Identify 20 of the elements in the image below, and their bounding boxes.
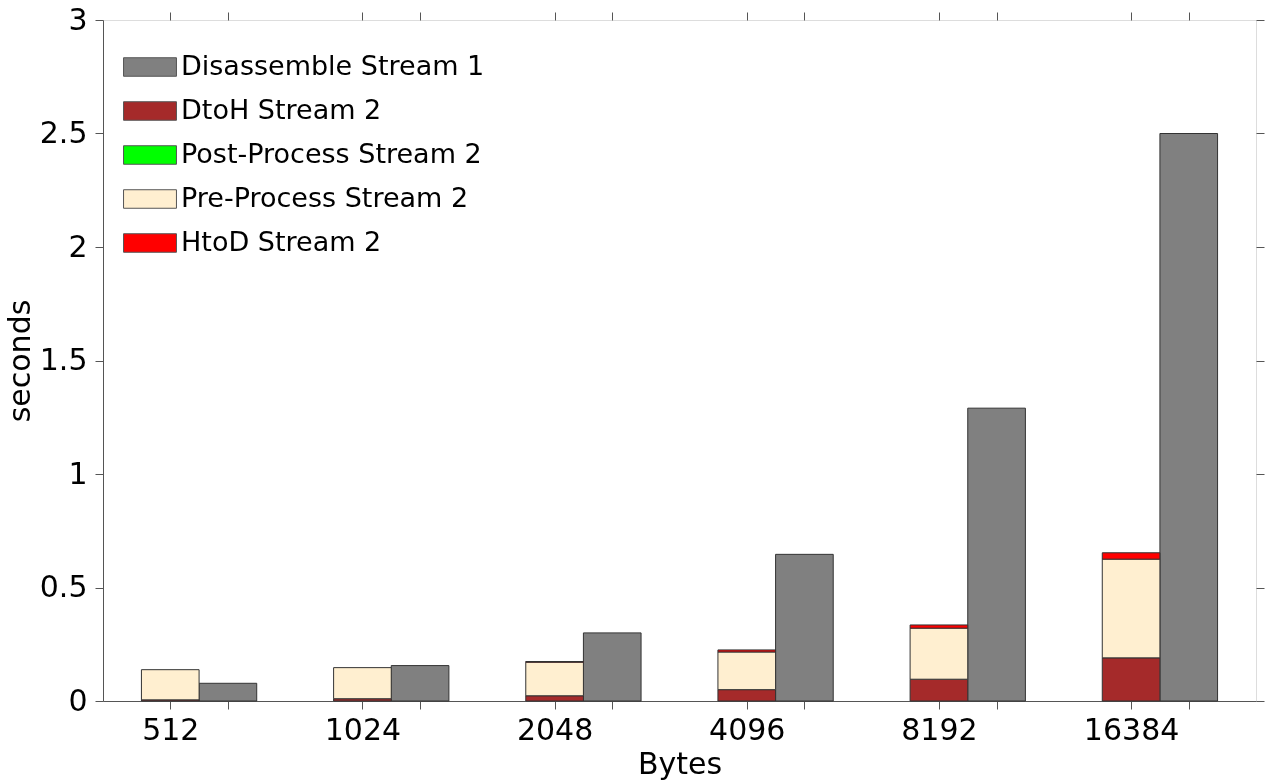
- y-tick-label: 2.5: [39, 115, 88, 150]
- y-axis-title: seconds: [1, 299, 37, 423]
- x-axis-title: Bytes: [637, 745, 723, 781]
- legend-label: DtoH Stream 2: [181, 94, 382, 125]
- y-tick-label: 1: [68, 455, 88, 491]
- x-tick-label: 16384: [1083, 711, 1180, 747]
- y-tick-label: 0: [68, 682, 88, 718]
- y-tick-label: 1.5: [39, 342, 88, 377]
- legend-label: Pre-Process Stream 2: [181, 182, 469, 213]
- legend-label: Post-Process Stream 2: [181, 138, 482, 169]
- y-tick-label: 0.5: [39, 569, 88, 604]
- legend-label: Disassemble Stream 1: [181, 50, 485, 81]
- y-tick-label: 3: [68, 1, 88, 37]
- x-tick-label: 4096: [709, 711, 786, 747]
- x-tick-label: 8192: [901, 711, 978, 747]
- x-tick-label: 512: [142, 711, 200, 747]
- legend-label: HtoD Stream 2: [181, 226, 382, 257]
- y-tick-label: 2: [68, 228, 88, 264]
- x-tick-label: 1024: [324, 711, 402, 747]
- x-tick-label: 2048: [516, 711, 594, 747]
